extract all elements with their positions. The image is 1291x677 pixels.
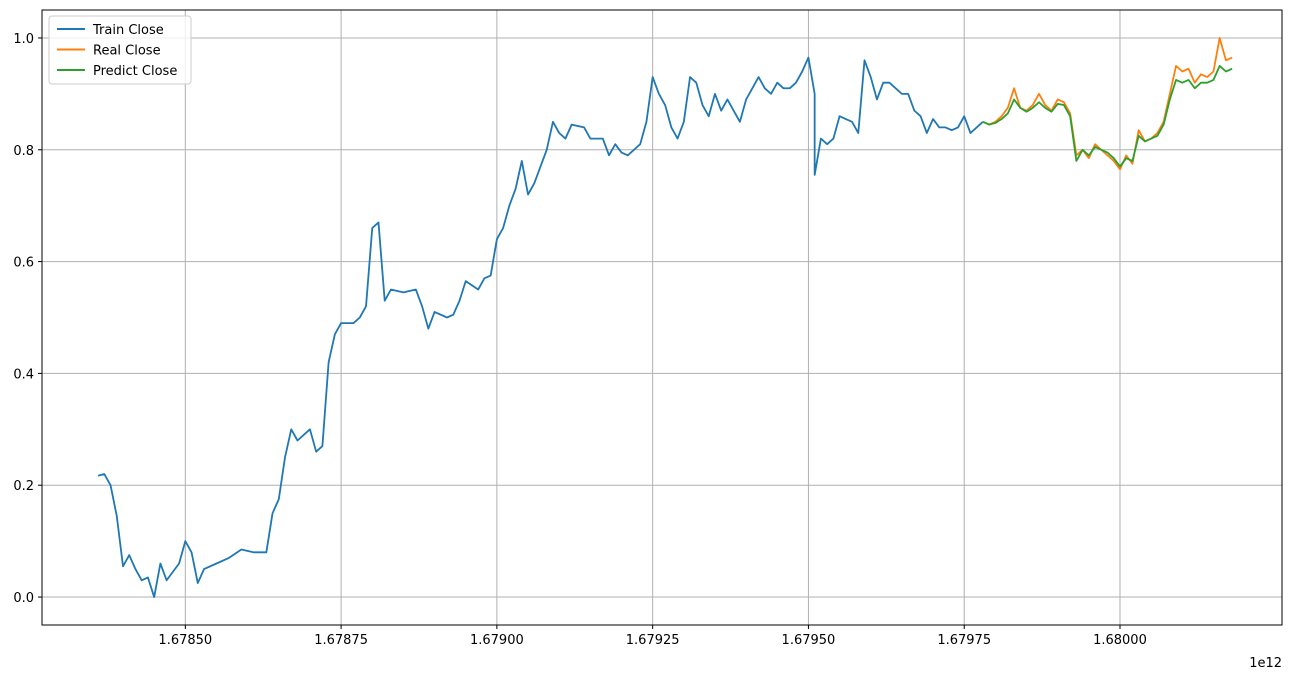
y-tick-label: 0.4 <box>13 367 34 382</box>
x-tick-label: 1.67850 <box>158 633 212 648</box>
series-line-train-close <box>97 56 984 598</box>
x-tick-label: 1.67925 <box>626 633 680 648</box>
x-tick-label: 1.67900 <box>470 633 524 648</box>
y-tick-label: 0.8 <box>13 144 34 159</box>
x-tick-label: 1.68000 <box>1093 633 1147 648</box>
x-tick-label: 1.67950 <box>782 633 836 648</box>
legend-label: Predict Close <box>93 64 177 79</box>
legend-label: Train Close <box>92 23 164 38</box>
x-tick-label: 1.67975 <box>937 633 991 648</box>
y-tick-label: 0.6 <box>13 256 34 271</box>
grid <box>42 10 1282 625</box>
y-tick-label: 0.0 <box>13 591 34 606</box>
y-tick-label: 1.0 <box>13 32 34 47</box>
series-group <box>97 37 1233 598</box>
series-line-predict-close <box>982 65 1233 168</box>
legend-label: Real Close <box>93 44 161 59</box>
x-axis-offset-label: 1e12 <box>1249 656 1282 671</box>
y-tick-label: 0.2 <box>13 479 34 494</box>
legend: Train Close Real Close Predict Close <box>48 15 192 85</box>
x-tick-label: 1.67875 <box>314 633 368 648</box>
legend-box <box>48 15 192 85</box>
plot-frame <box>41 9 1283 626</box>
axis-ticks: 1.67850 1.67875 1.67900 1.67925 1.67950 1.679… <box>13 32 1147 648</box>
